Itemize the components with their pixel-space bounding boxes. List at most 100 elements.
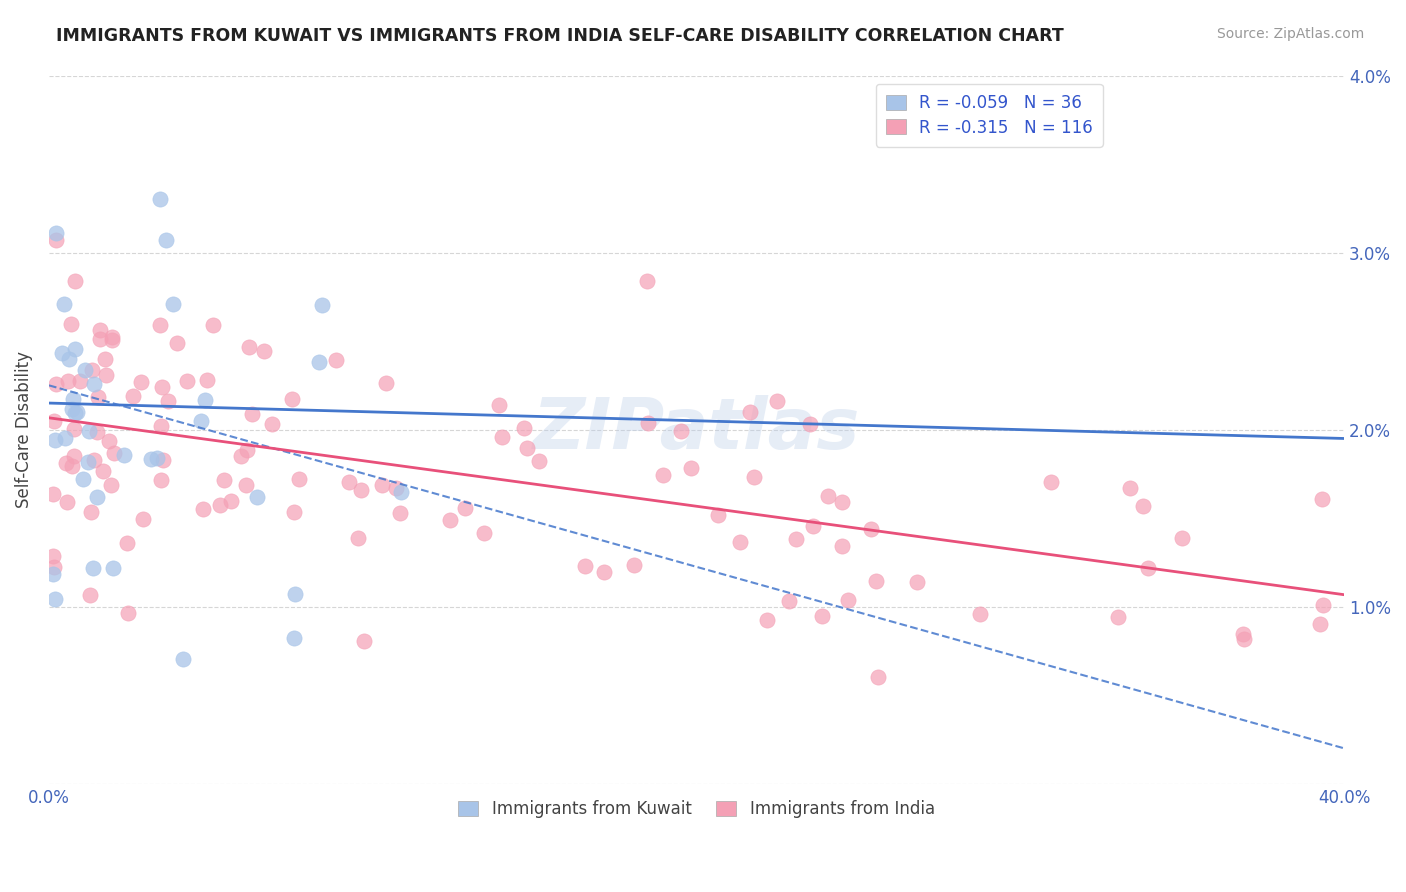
Point [707,508,730,522]
Point [53,431,76,445]
Point [42,567,65,582]
Point [766,394,789,409]
Point [231,449,253,463]
Point [63,406,86,420]
Point [388,506,411,520]
Point [86,425,108,439]
Point [166,335,188,350]
Point [865,574,887,588]
Point [1171,531,1194,545]
Point [89,332,111,346]
Point [44,414,66,428]
Point [62,392,84,407]
Point [905,574,928,589]
Point [389,484,412,499]
Point [859,522,882,536]
Point [149,193,172,207]
Point [156,393,179,408]
Point [91,464,114,478]
Point [122,389,145,403]
Point [62,449,84,463]
Y-axis label: Self-Care Disability: Self-Care Disability [15,351,32,508]
Point [63,342,86,356]
Point [472,525,495,540]
Point [651,467,673,482]
Point [45,377,67,392]
Point [516,441,538,455]
Point [100,478,122,492]
Point [87,390,110,404]
Point [194,392,217,407]
Point [150,473,173,487]
Point [44,433,66,447]
Point [103,446,125,460]
Point [76,455,98,469]
Point [831,539,853,553]
Point [149,318,172,332]
Point [288,472,311,486]
Point [623,558,645,572]
Point [129,375,152,389]
Point [637,416,659,430]
Point [101,330,124,344]
Point [347,531,370,545]
Point [529,454,551,468]
Point [283,506,305,520]
Point [63,274,86,288]
Point [385,481,408,495]
Point [89,323,111,337]
Point [778,593,800,607]
Point [350,483,373,498]
Point [253,343,276,358]
Point [94,368,117,383]
Point [191,502,214,516]
Point [72,472,94,486]
Point [1107,610,1129,624]
Point [117,606,139,620]
Point [325,352,347,367]
Point [86,490,108,504]
Point [77,424,100,438]
Point [60,459,83,474]
Point [811,609,834,624]
Point [311,298,333,312]
Point [82,560,104,574]
Text: Source: ZipAtlas.com: Source: ZipAtlas.com [1216,27,1364,41]
Point [150,380,173,394]
Point [60,402,83,417]
Point [195,373,218,387]
Point [240,407,263,421]
Point [283,631,305,645]
Point [730,535,752,549]
Point [53,297,76,311]
Text: IMMIGRANTS FROM KUWAIT VS IMMIGRANTS FROM INDIA SELF-CARE DISABILITY CORRELATION: IMMIGRANTS FROM KUWAIT VS IMMIGRANTS FRO… [56,27,1064,45]
Point [44,560,66,574]
Point [79,587,101,601]
Point [1039,475,1062,489]
Point [97,434,120,448]
Point [235,478,257,492]
Point [371,477,394,491]
Point [375,376,398,391]
Point [837,592,859,607]
Point [742,470,765,484]
Point [58,351,80,366]
Point [73,362,96,376]
Point [679,461,702,475]
Point [636,274,658,288]
Point [45,234,67,248]
Point [100,333,122,347]
Point [150,419,173,434]
Point [51,346,73,360]
Point [738,405,761,419]
Point [454,501,477,516]
Point [69,374,91,388]
Point [45,226,67,240]
Point [63,422,86,436]
Point [155,233,177,247]
Point [592,565,614,579]
Point [1312,599,1334,613]
Point [94,352,117,367]
Point [756,613,779,627]
Legend: Immigrants from Kuwait, Immigrants from India: Immigrants from Kuwait, Immigrants from … [451,794,942,825]
